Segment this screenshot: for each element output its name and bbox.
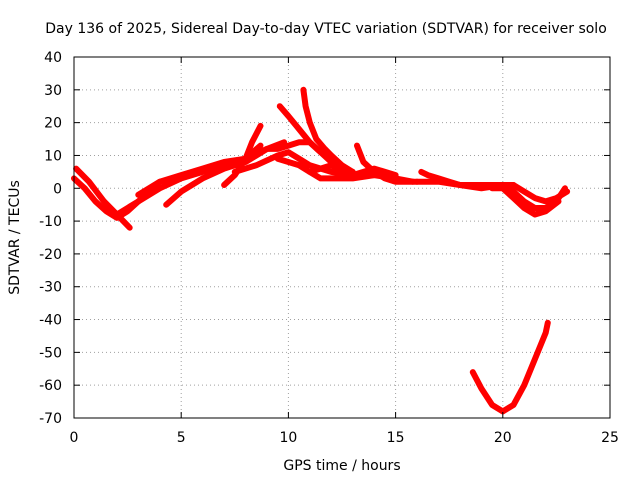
y-tick-label: -70 <box>39 411 62 427</box>
y-tick-labels: 40 30 20 10 0 -10 -20 -30 -40 -50 -60 -70 <box>39 50 62 427</box>
series-sat-n <box>414 178 571 205</box>
series-sat-p <box>489 185 562 218</box>
y-tick-label: -10 <box>39 214 62 230</box>
data-series <box>71 86 571 415</box>
series-sat-i <box>300 86 356 175</box>
y-tick-label: 40 <box>44 50 62 66</box>
y-axis-label: SDTVAR / TECUs <box>7 180 23 295</box>
y-tick-label: 10 <box>44 148 62 164</box>
y-tick-label: 30 <box>44 83 62 99</box>
series-sat-q <box>469 319 551 415</box>
grid-lines <box>74 57 610 418</box>
x-axis-label: GPS time / hours <box>283 458 400 474</box>
axis-ticks <box>73 56 611 419</box>
y-tick-label: 0 <box>53 181 62 197</box>
y-tick-label: -40 <box>39 313 62 329</box>
y-tick-label: -60 <box>39 378 62 394</box>
x-tick-label: 25 <box>601 430 619 446</box>
series-sat-b <box>73 165 133 231</box>
x-tick-label: 10 <box>279 430 297 446</box>
y-tick-label: -20 <box>39 247 62 263</box>
plot-frame <box>73 56 611 419</box>
x-tick-labels: 0 5 10 15 20 25 <box>70 430 619 446</box>
y-tick-label: 20 <box>44 116 62 132</box>
x-tick-label: 5 <box>177 430 186 446</box>
y-tick-label: -50 <box>39 345 62 361</box>
x-tick-label: 0 <box>70 430 79 446</box>
series-sat-f <box>221 122 264 188</box>
series-sat-k <box>354 142 420 185</box>
x-tick-label: 15 <box>387 430 405 446</box>
series-sat-l <box>306 162 399 179</box>
x-tick-label: 20 <box>494 430 512 446</box>
y-tick-label: -30 <box>39 280 62 296</box>
chart-title: Day 136 of 2025, Sidereal Day-to-day VTE… <box>45 21 607 37</box>
